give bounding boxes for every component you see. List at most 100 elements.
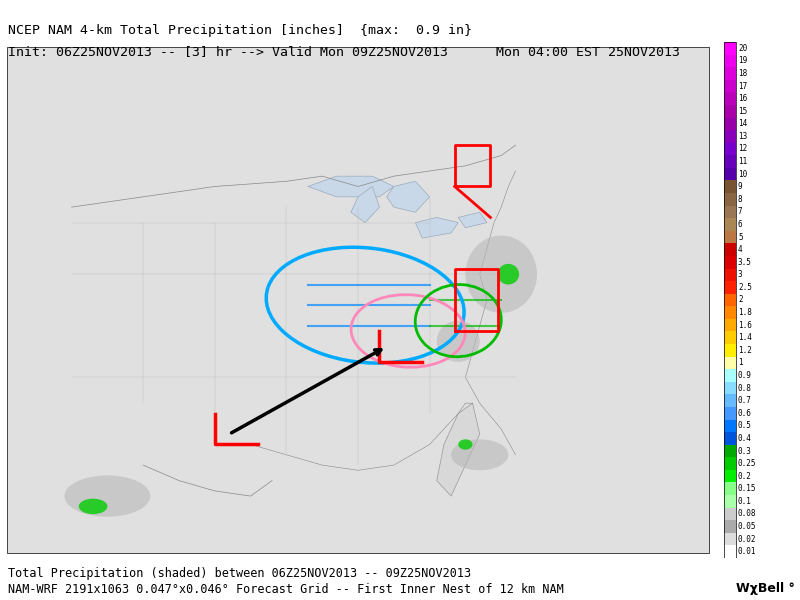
Bar (724, 80, 736, 92)
Bar (724, 181, 736, 193)
Bar (724, 508, 736, 520)
Text: 3: 3 (738, 271, 742, 280)
Text: 0.15: 0.15 (738, 484, 757, 493)
Text: 1.4: 1.4 (738, 333, 752, 342)
Ellipse shape (498, 264, 519, 284)
Polygon shape (308, 176, 394, 197)
Ellipse shape (65, 475, 150, 517)
Text: 17: 17 (738, 82, 747, 91)
Bar (724, 407, 736, 419)
Bar (724, 231, 736, 244)
Text: 19: 19 (738, 56, 747, 65)
Bar (724, 269, 736, 281)
Text: 4: 4 (738, 245, 742, 254)
Bar (724, 319, 736, 331)
Text: 0.3: 0.3 (738, 446, 752, 455)
Text: Init: 06Z25NOV2013 -- [3] hr --> Valid Mon 09Z25NOV2013      Mon 04:00 EST 25NOV: Init: 06Z25NOV2013 -- [3] hr --> Valid M… (8, 45, 680, 58)
Bar (724, 432, 736, 445)
Bar (724, 419, 736, 432)
Text: 0.6: 0.6 (738, 409, 752, 418)
Bar (724, 256, 736, 269)
Bar (724, 495, 736, 508)
Text: NAM-WRF 2191x1063 0.047°x0.046° Forecast Grid -- First Inner Nest of 12 km NAM: NAM-WRF 2191x1063 0.047°x0.046° Forecast… (8, 583, 564, 596)
Bar (724, 281, 736, 294)
Polygon shape (415, 217, 458, 238)
Text: 2: 2 (738, 295, 742, 304)
Text: 0.08: 0.08 (738, 509, 757, 518)
Text: 14: 14 (738, 119, 747, 128)
Text: 3.5: 3.5 (738, 258, 752, 267)
Bar (724, 92, 736, 105)
Text: 11: 11 (738, 157, 747, 166)
Text: 0.7: 0.7 (738, 396, 752, 405)
Bar (724, 168, 736, 181)
Bar (724, 369, 736, 382)
Bar (724, 533, 736, 545)
Ellipse shape (466, 235, 537, 313)
Bar (724, 470, 736, 482)
Text: 0.2: 0.2 (738, 472, 752, 481)
Bar (724, 193, 736, 206)
Bar (724, 482, 736, 495)
Text: 0.9: 0.9 (738, 371, 752, 380)
Text: 0.25: 0.25 (738, 459, 757, 468)
Text: 0.02: 0.02 (738, 535, 757, 544)
Text: 6: 6 (738, 220, 742, 229)
Text: 2.5: 2.5 (738, 283, 752, 292)
Text: 10: 10 (738, 170, 747, 179)
Text: 0.01: 0.01 (738, 547, 757, 556)
Bar (724, 42, 736, 55)
Bar (724, 244, 736, 256)
Bar (724, 118, 736, 130)
Bar (724, 306, 736, 319)
Bar (724, 67, 736, 80)
Bar (724, 294, 736, 306)
Text: 7: 7 (738, 208, 742, 217)
Text: 0.4: 0.4 (738, 434, 752, 443)
Text: 1.6: 1.6 (738, 320, 752, 329)
Text: 16: 16 (738, 94, 747, 103)
Text: 13: 13 (738, 132, 747, 141)
Text: 0.8: 0.8 (738, 383, 752, 392)
Bar (724, 206, 736, 218)
Bar (724, 130, 736, 143)
Text: 5: 5 (738, 233, 742, 242)
Polygon shape (437, 403, 480, 496)
Text: 0.5: 0.5 (738, 421, 752, 430)
Bar (724, 457, 736, 470)
Text: 15: 15 (738, 107, 747, 116)
Bar (724, 105, 736, 118)
Text: 0.1: 0.1 (738, 497, 752, 506)
Polygon shape (386, 181, 430, 212)
Text: 0.05: 0.05 (738, 522, 757, 531)
Text: Total Precipitation (shaded) between 06Z25NOV2013 -- 09Z25NOV2013: Total Precipitation (shaded) between 06Z… (8, 567, 471, 580)
Bar (724, 356, 736, 369)
Bar (724, 155, 736, 168)
Bar (724, 394, 736, 407)
Text: NCEP NAM 4-km Total Precipitation [inches]  {max:  0.9 in}: NCEP NAM 4-km Total Precipitation [inche… (8, 24, 472, 37)
Text: 1.8: 1.8 (738, 308, 752, 317)
Text: 12: 12 (738, 145, 747, 154)
Text: WχBell °: WχBell ° (736, 582, 795, 595)
Polygon shape (458, 212, 487, 228)
Text: 18: 18 (738, 69, 747, 78)
Text: 1: 1 (738, 358, 742, 367)
Ellipse shape (451, 439, 508, 470)
Ellipse shape (78, 499, 107, 514)
Polygon shape (351, 187, 379, 223)
Bar (724, 143, 736, 155)
Bar (724, 545, 736, 558)
Bar (724, 218, 736, 231)
Bar (724, 331, 736, 344)
Text: 9: 9 (738, 182, 742, 191)
Ellipse shape (458, 439, 473, 449)
Text: 20: 20 (738, 44, 747, 53)
Text: 8: 8 (738, 195, 742, 204)
Text: 1.2: 1.2 (738, 346, 752, 355)
Ellipse shape (437, 320, 480, 362)
Bar (724, 344, 736, 356)
Bar (724, 445, 736, 457)
Bar (724, 520, 736, 533)
Bar (724, 382, 736, 394)
FancyBboxPatch shape (7, 47, 709, 553)
